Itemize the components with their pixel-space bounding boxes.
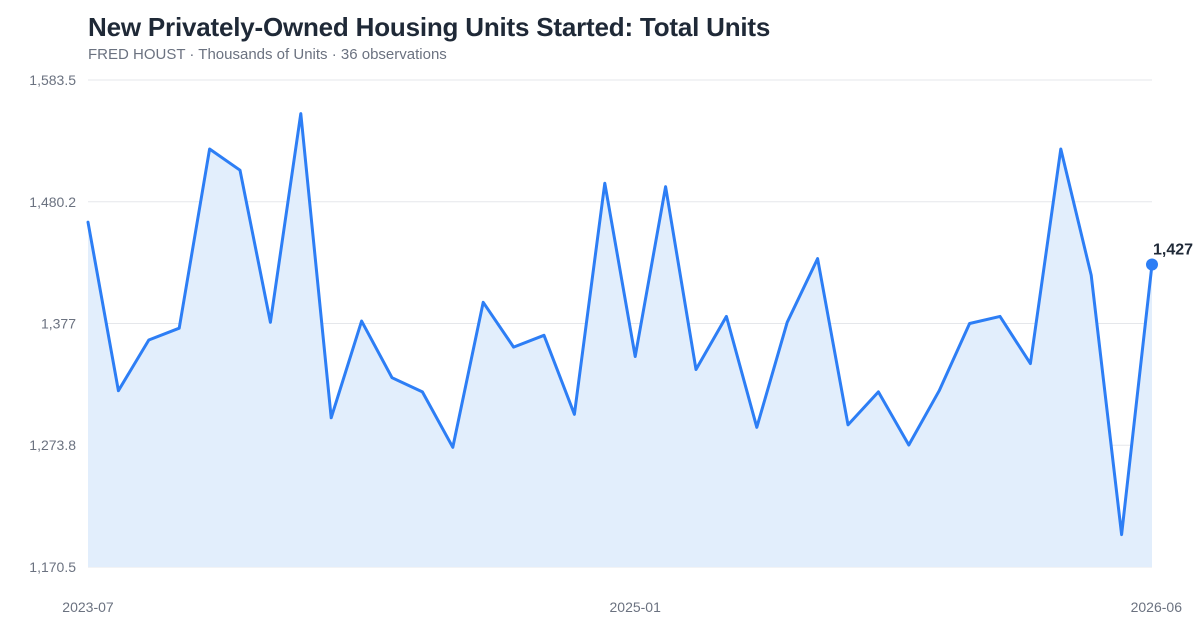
subtitle-units: Thousands of Units <box>198 46 328 63</box>
data-point <box>845 422 851 428</box>
data-point <box>298 111 304 117</box>
series-line <box>86 112 1154 537</box>
data-point <box>85 219 91 225</box>
data-point <box>176 325 182 331</box>
chart-title: New Privately-Owned Housing Units Starte… <box>88 12 771 42</box>
data-point <box>267 319 273 325</box>
x-tick-label: 2026-06 <box>1131 599 1183 615</box>
data-point <box>875 389 881 395</box>
y-tick-label: 1,170.5 <box>29 559 76 575</box>
data-point <box>663 184 669 190</box>
y-tick-label: 1,583.5 <box>29 72 76 88</box>
subtitle-observations: 36 observations <box>340 46 447 63</box>
data-point <box>754 424 760 430</box>
y-axis: 1,170.5 1,273.8 1,377 1,480.2 1,583.5 <box>29 72 76 575</box>
y-tick-label: 1,377 <box>41 316 76 332</box>
end-point-marker <box>1146 258 1158 271</box>
data-point <box>815 256 821 262</box>
data-point <box>207 146 213 152</box>
x-axis: 2023-07 2025-01 2026-06 <box>62 599 1182 615</box>
subtitle-source: FRED HOUST <box>88 46 186 63</box>
data-point <box>480 299 486 305</box>
x-tick-label: 2025-01 <box>610 599 662 615</box>
data-point <box>906 442 912 448</box>
series-area <box>88 113 1152 567</box>
data-point <box>237 167 243 173</box>
end-value-label: 1,427 <box>1153 242 1193 259</box>
data-point <box>511 344 517 350</box>
x-tick-label: 2023-07 <box>62 599 114 615</box>
data-point <box>419 389 425 395</box>
data-point <box>571 411 577 417</box>
data-point <box>693 366 699 372</box>
data-point <box>602 180 608 186</box>
data-point <box>997 313 1003 319</box>
data-point <box>967 321 973 327</box>
data-point <box>115 388 121 394</box>
data-point <box>359 318 365 324</box>
data-point <box>541 332 547 338</box>
subtitle-separator: · <box>185 46 199 63</box>
data-point <box>328 415 334 421</box>
y-tick-label: 1,480.2 <box>29 194 76 210</box>
data-point <box>723 313 729 319</box>
data-point <box>1119 532 1125 538</box>
y-tick-label: 1,273.8 <box>29 437 76 453</box>
data-point <box>1027 361 1033 367</box>
data-point <box>450 444 456 450</box>
data-point <box>146 337 152 343</box>
chart-subtitle: FRED HOUST · Thousands of Units · 36 obs… <box>88 46 447 63</box>
data-point <box>632 354 638 360</box>
data-point <box>936 388 942 394</box>
data-point <box>389 375 395 381</box>
data-point <box>1058 146 1064 152</box>
data-point <box>1088 272 1094 278</box>
data-point <box>784 319 790 325</box>
subtitle-separator: · <box>327 46 341 63</box>
